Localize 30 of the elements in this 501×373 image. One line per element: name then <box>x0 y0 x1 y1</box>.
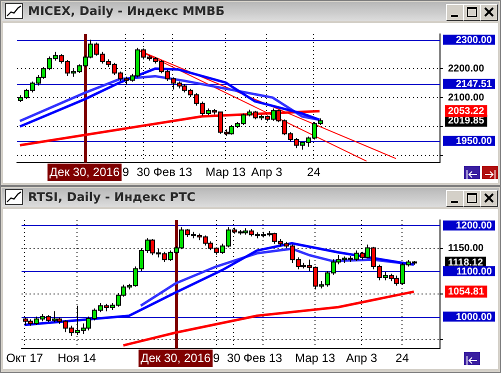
x-tick-label: 24 <box>396 351 410 366</box>
x-tick-label: 30 <box>227 351 241 366</box>
chart-title: MICEX, Daily - Индекс ММВБ <box>28 4 225 18</box>
x-tick-label: 9 <box>122 165 130 180</box>
ref-line-label: 1000.00 <box>456 312 492 323</box>
ref-line-label: 2300.00 <box>456 35 492 46</box>
x-tick-label: Мар 13 <box>205 165 246 180</box>
x-tick-label: Апр 3 <box>251 165 283 180</box>
ref-line-label: 1100.00 <box>456 266 492 278</box>
x-tick-label: Фев 13 <box>243 351 283 366</box>
x-tick-label: 24 <box>307 165 321 180</box>
y-tick-label: 2053.22 <box>448 106 485 117</box>
x-tick-label: Дек 30, 2016 <box>140 351 211 366</box>
x-tick-label: Ноя 14 <box>58 351 96 366</box>
y-tick-label: 1150.00 <box>448 243 484 254</box>
y-tick-label: 1118.12 <box>448 258 484 269</box>
y-tick-label: 2100.00 <box>448 92 485 104</box>
ref-line-label: 1950.00 <box>456 136 492 148</box>
x-tick-label: Дек 30, 2016 <box>50 165 120 180</box>
ref-line-label: 2147.51 <box>456 79 492 90</box>
y-tick-label: 2200.00 <box>448 63 485 74</box>
x-tick-label: 9 <box>212 351 220 366</box>
x-tick-label: 30 <box>136 165 150 180</box>
x-tick-label: Мар 13 <box>294 351 336 366</box>
chart-title: RTSI, Daily - Индекс РТС <box>28 190 196 204</box>
x-tick-label: Фев 13 <box>153 165 192 180</box>
ref-line-label: 1200.00 <box>456 220 492 232</box>
x-tick-label: Апр 3 <box>346 351 378 366</box>
x-tick-label: Окт 17 <box>6 351 44 366</box>
y-tick-label: 1054.81 <box>448 286 485 298</box>
